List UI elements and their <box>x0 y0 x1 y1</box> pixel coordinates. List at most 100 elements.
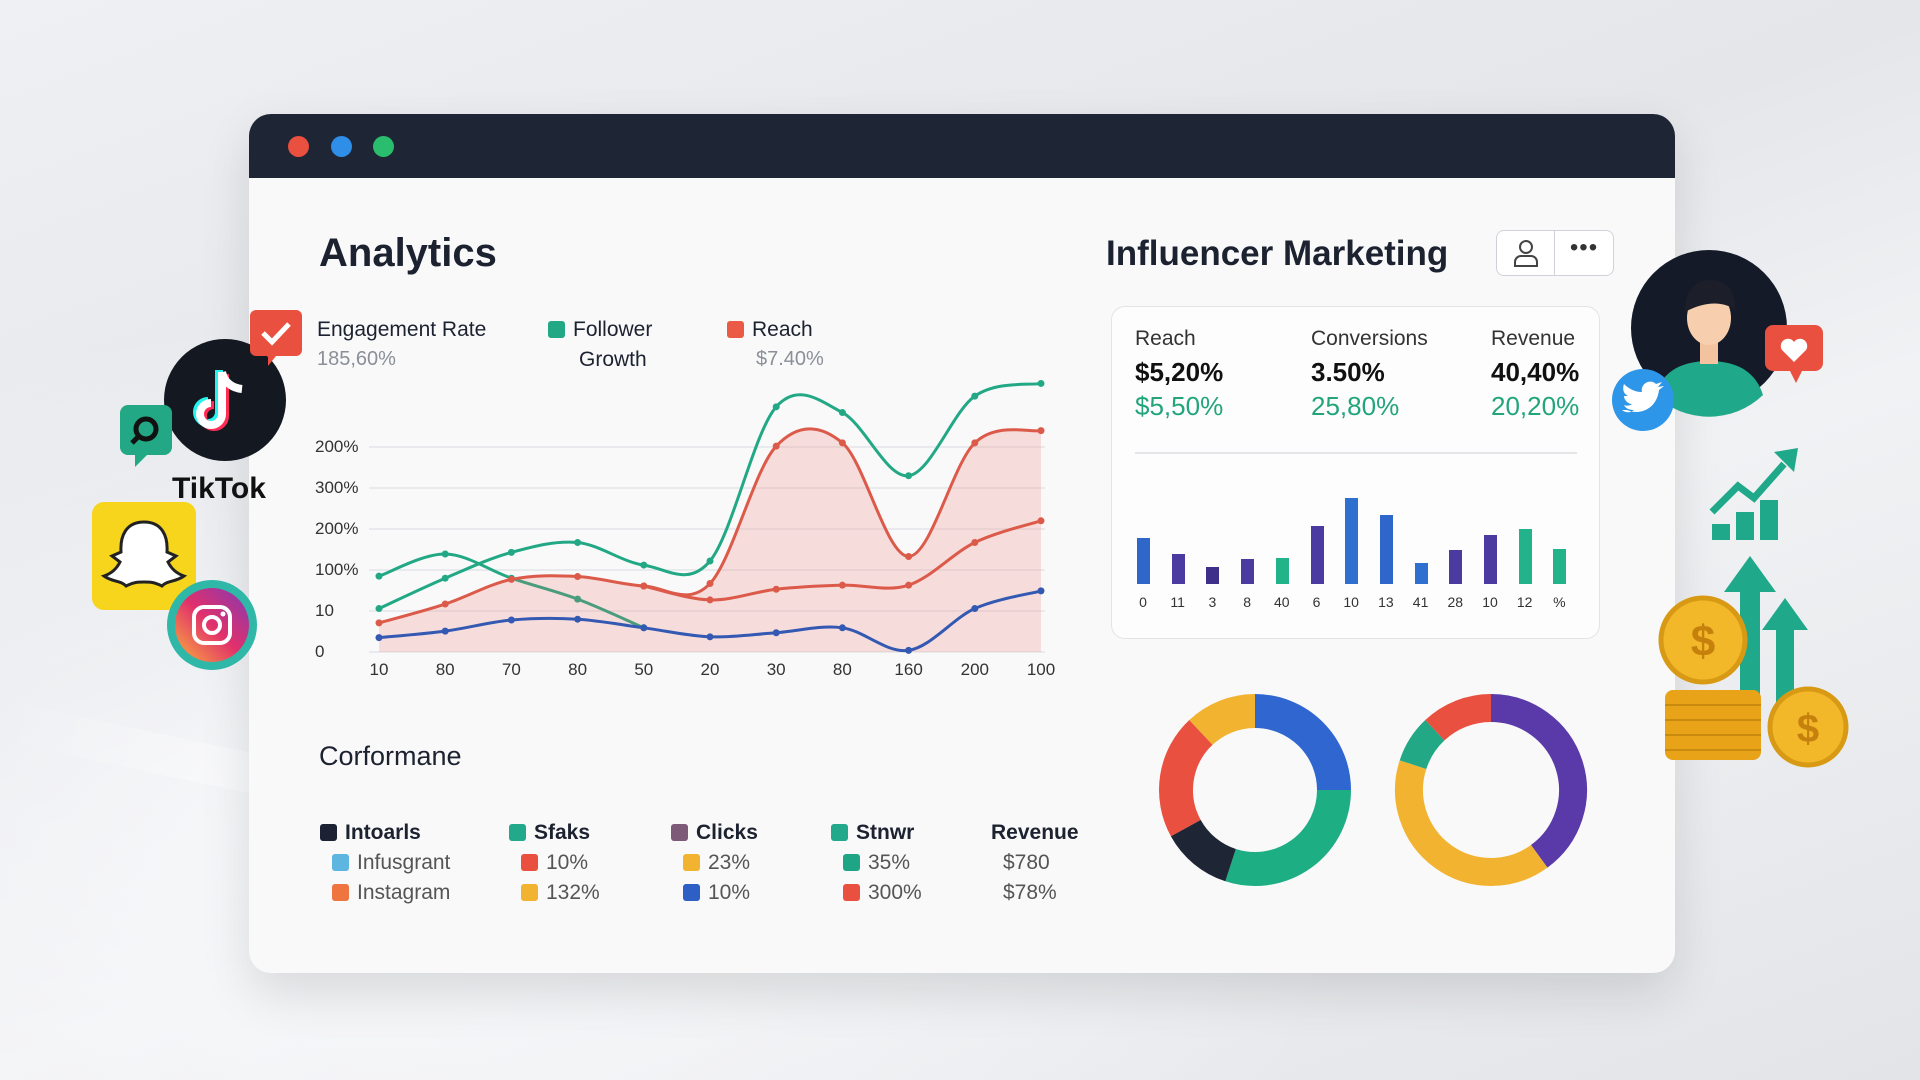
svg-text:$: $ <box>1691 617 1715 666</box>
checkmark-badge-icon <box>250 310 302 366</box>
performance-column: Sfaks 10% 132% <box>509 821 600 911</box>
y-tick-label: 0 <box>315 642 325 661</box>
growth-chart-icon <box>1709 448 1798 540</box>
data-point <box>838 439 846 447</box>
data-point <box>706 633 714 641</box>
influencer-bar-chart: 0 11 3 8 40 6 10 13 41 28 10 12% <box>1112 307 1601 610</box>
more-options-button[interactable]: ••• <box>1555 230 1614 276</box>
legend-swatch <box>320 824 337 841</box>
table-cell: 300% <box>831 881 922 911</box>
x-tick-label: 80 <box>832 660 852 679</box>
column-header[interactable]: Clicks <box>671 821 758 851</box>
bar <box>1414 563 1428 584</box>
cell-value: 10% <box>708 881 751 904</box>
data-point <box>971 605 979 613</box>
influencer-marketing-title: Influencer Marketing <box>1106 234 1449 273</box>
legend-follower-growth[interactable]: Follower Growth <box>548 318 652 372</box>
data-point <box>375 619 383 627</box>
series-line-0 <box>378 381 1042 610</box>
legend-label: Growth <box>579 348 647 371</box>
legend-label: Follower <box>573 318 653 341</box>
x-tick-label: 50 <box>634 660 654 679</box>
window-titlebar <box>249 114 1675 178</box>
data-point <box>441 574 449 582</box>
legend-reach[interactable]: Reach $7.40% <box>727 318 824 371</box>
bar-label: 10 <box>1482 594 1498 610</box>
y-tick-label: 200% <box>315 519 359 538</box>
x-tick-label: 80 <box>435 660 455 679</box>
data-point <box>375 605 383 613</box>
bar <box>1449 550 1463 584</box>
more-horizontal-icon: ••• <box>1569 234 1599 261</box>
legend-swatch <box>727 321 744 338</box>
header-label: Stnwr <box>856 821 915 844</box>
influencer-stats-card: Reach $5,20% $5,50% Conversions 3.50% 25,80% R… <box>1111 306 1600 639</box>
legend-swatch <box>671 824 688 841</box>
bar <box>1275 558 1289 584</box>
tiktok-label: TikTok <box>172 472 266 505</box>
bar-label: % <box>1553 594 1566 610</box>
legend-swatch <box>683 884 700 901</box>
data-point <box>1037 379 1045 387</box>
bar-label: 6 <box>1312 594 1321 610</box>
cell-value: 132% <box>546 881 600 904</box>
data-point <box>1037 517 1045 525</box>
x-tick-label: 200 <box>960 660 989 679</box>
performance-column: Revenue $780 $78% <box>991 821 1079 911</box>
bar-label: 12 <box>1516 594 1533 610</box>
maximize-window-button[interactable] <box>373 136 394 157</box>
legend-engagement-rate[interactable]: Engagement Rate 185,60% <box>317 318 486 371</box>
stat-change: 25,80% <box>1311 391 1400 421</box>
data-point <box>772 442 780 450</box>
header-label: Clicks <box>696 821 758 844</box>
cell-value: Instagram <box>357 881 451 904</box>
close-window-button[interactable] <box>288 136 309 157</box>
data-point <box>507 575 515 583</box>
performance-column: Stnwr 35% 300% <box>831 821 922 911</box>
column-header[interactable]: Revenue <box>991 821 1079 851</box>
legend-swatch <box>683 854 700 871</box>
cell-value: $780 <box>1003 851 1050 874</box>
stat-change: $5,50% <box>1135 391 1224 421</box>
bar-label: 41 <box>1412 594 1429 610</box>
data-point <box>574 595 582 603</box>
minimize-window-button[interactable] <box>331 136 352 157</box>
user-button[interactable] <box>1496 230 1555 276</box>
data-point <box>1037 427 1045 435</box>
data-point <box>441 627 449 635</box>
legend-swatch <box>521 854 538 871</box>
table-cell: Instagram <box>320 881 450 911</box>
legend-swatch <box>843 854 860 871</box>
x-tick-label: 20 <box>700 660 720 679</box>
legend-label: Reach <box>752 318 813 341</box>
bar <box>1137 538 1150 584</box>
x-tick-label: 30 <box>766 660 786 679</box>
heart-bubble-icon <box>1765 325 1823 383</box>
legend-swatch <box>509 824 526 841</box>
data-point <box>706 596 714 604</box>
bar <box>1206 567 1220 584</box>
column-header[interactable]: Stnwr <box>831 821 922 851</box>
data-point <box>905 472 913 480</box>
cell-value: 23% <box>708 851 751 874</box>
bar-label: 0 <box>1139 594 1147 610</box>
data-point <box>375 572 383 580</box>
legend-swatch <box>843 884 860 901</box>
y-tick-label: 10 <box>315 601 334 620</box>
data-point <box>574 615 582 623</box>
cell-value: 35% <box>868 851 911 874</box>
column-header[interactable]: Intoarls <box>320 821 450 851</box>
legend-swatch <box>332 854 349 871</box>
coins-icon: $ $ <box>1658 595 1849 768</box>
avatar <box>1631 250 1787 417</box>
user-icon <box>1513 240 1538 267</box>
svg-text:$: $ <box>1797 707 1819 751</box>
data-point <box>838 409 846 417</box>
data-point <box>838 624 846 632</box>
column-header[interactable]: Sfaks <box>509 821 600 851</box>
performance-title: Corformane <box>319 741 462 771</box>
table-cell: 132% <box>509 881 600 911</box>
x-tick-label: 100 <box>1026 660 1056 679</box>
twitter-icon <box>1612 369 1674 431</box>
data-point <box>574 539 582 547</box>
